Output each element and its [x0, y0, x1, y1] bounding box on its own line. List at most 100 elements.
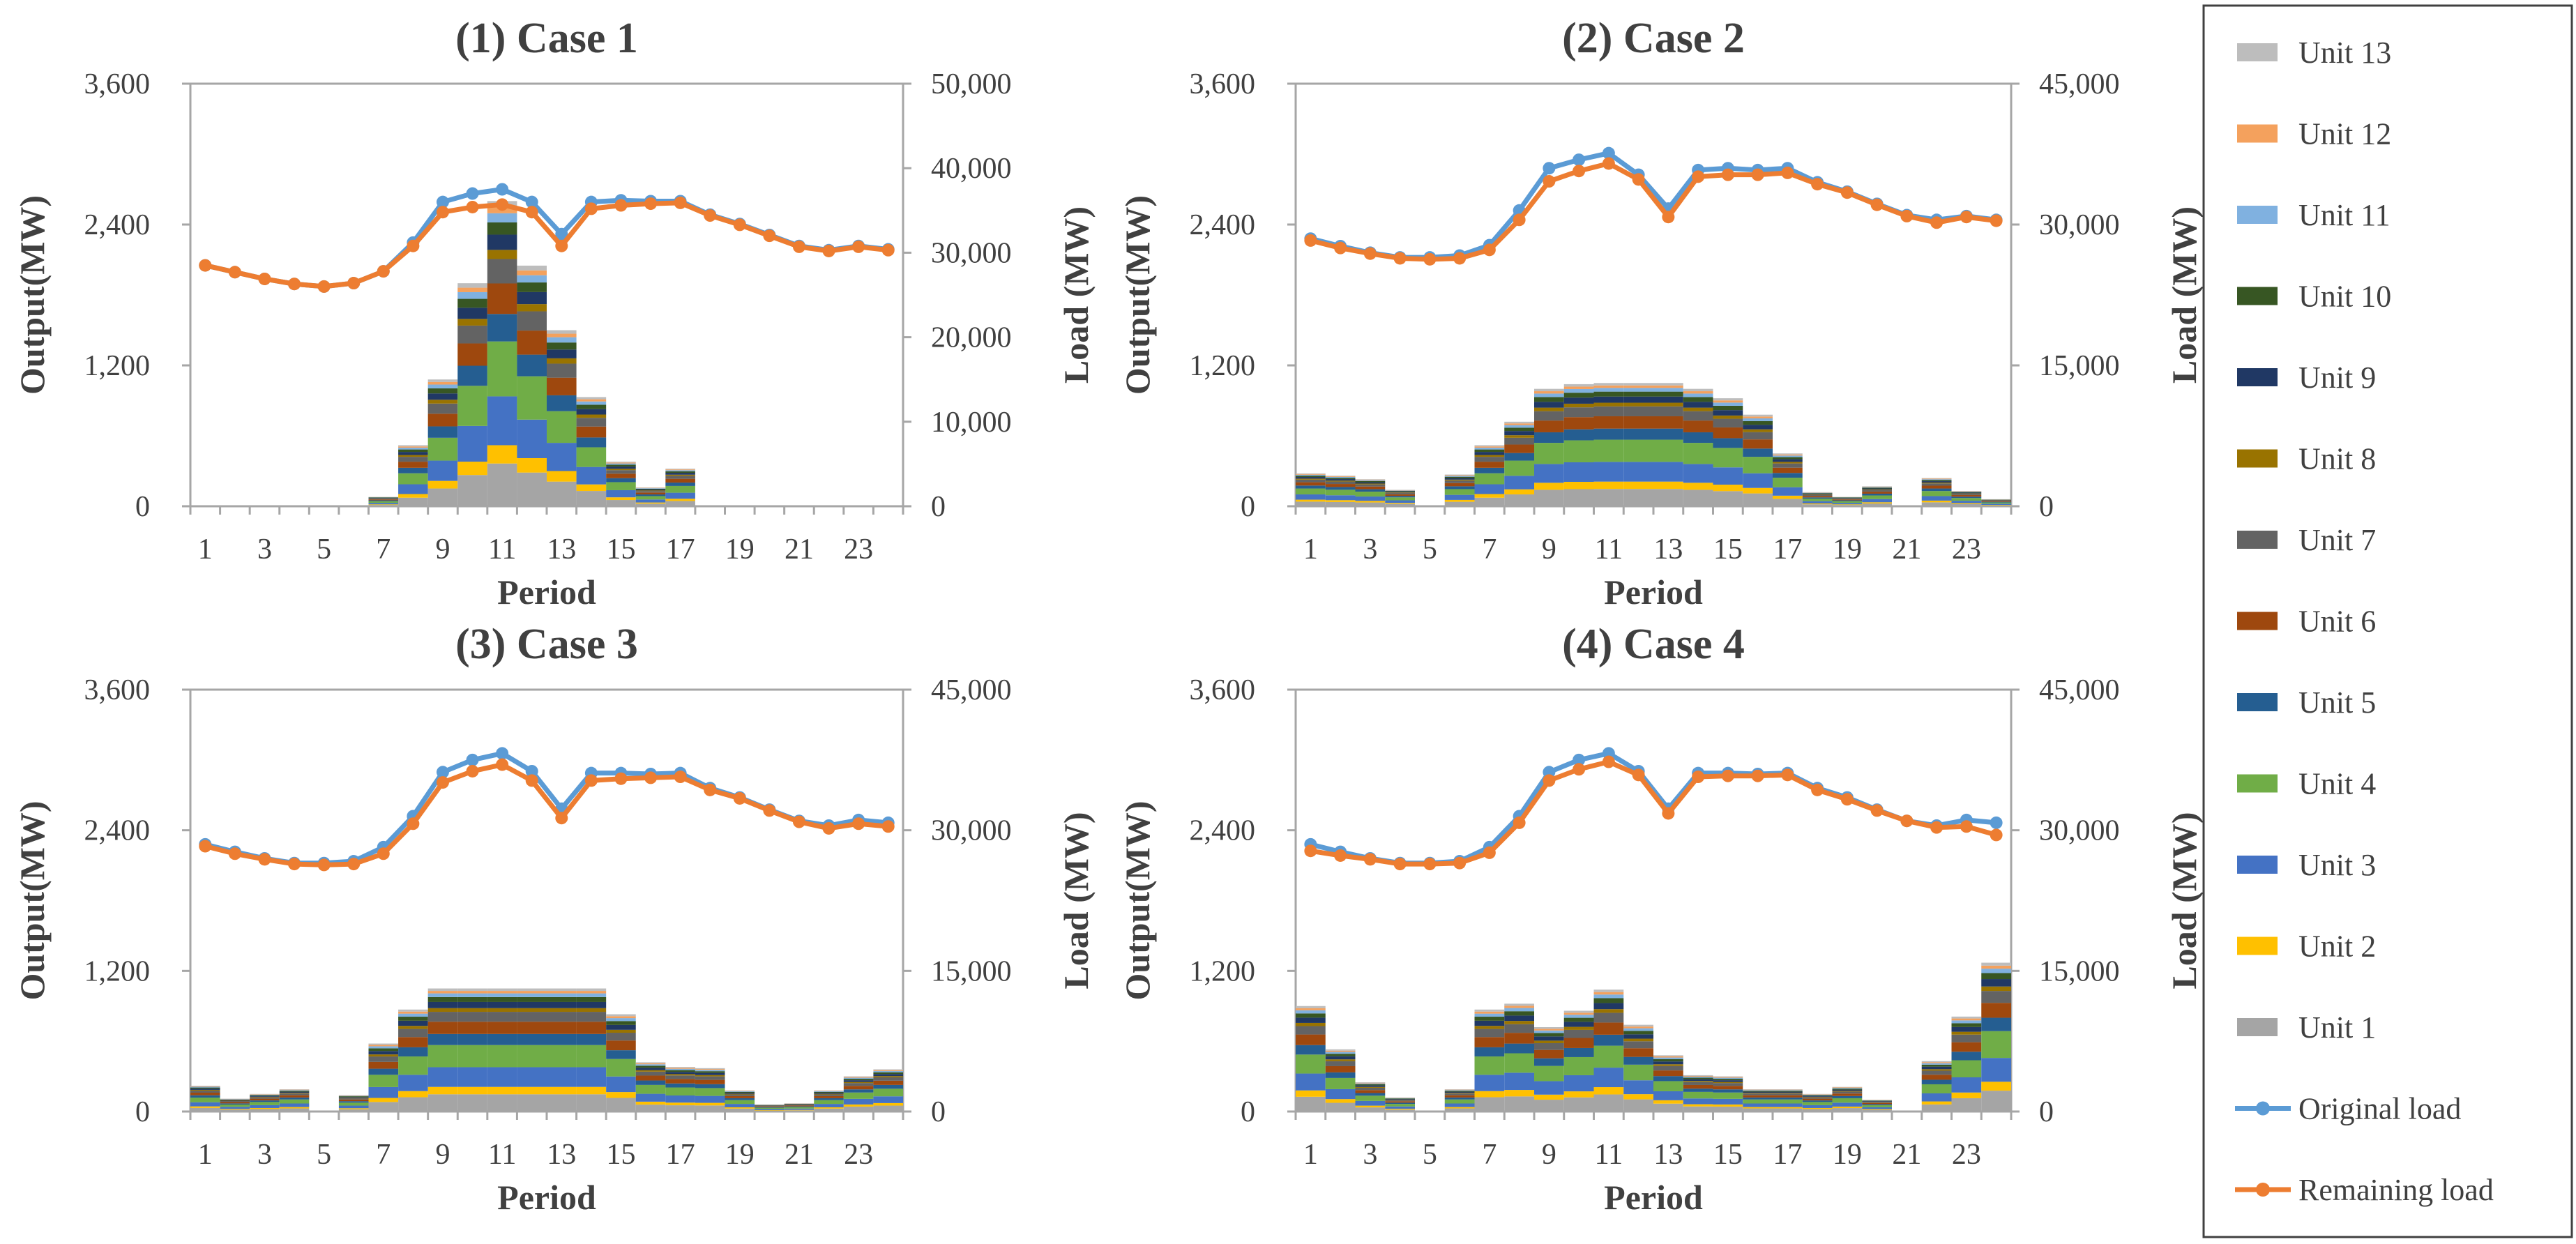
- bar-segment-unit-10: [1832, 1088, 1863, 1090]
- bar-segment-unit-10: [368, 497, 399, 499]
- bar-segment-unit-2: [1444, 499, 1475, 502]
- bar-segment-unit-9: [1832, 1089, 1863, 1091]
- bar-segment-unit-1: [1444, 1108, 1475, 1112]
- bar-segment-unit-9: [665, 1072, 695, 1075]
- bar-segment-unit-13: [606, 1014, 636, 1017]
- bar-segment-unit-7: [457, 1012, 487, 1022]
- bar-segment-unit-10: [1951, 492, 1982, 493]
- bar-segment-unit-7: [1773, 1093, 1803, 1095]
- bar-segment-unit-11: [1444, 1090, 1475, 1091]
- bar-segment-unit-12: [427, 991, 458, 994]
- bar-segment-unit-10: [606, 1021, 636, 1025]
- bar-segment-unit-8: [1623, 1038, 1653, 1042]
- bar-segment-unit-13: [398, 1009, 428, 1012]
- bar-segment-unit-2: [457, 1086, 487, 1095]
- bar-segment-unit-13: [635, 1062, 666, 1063]
- bar-segment-unit-12: [457, 991, 487, 994]
- x-tick-label: 1: [198, 533, 213, 566]
- bar-segment-unit-1: [517, 1094, 547, 1112]
- bar-segment-unit-7: [1385, 492, 1415, 494]
- bar-segment-unit-7: [547, 1012, 577, 1022]
- bar-segment-unit-11: [368, 1046, 399, 1049]
- bar-segment-unit-1: [1563, 1097, 1594, 1112]
- bar-segment-unit-12: [1593, 992, 1624, 995]
- bar-segment-unit-6: [843, 1086, 874, 1090]
- bar-segment-unit-10: [427, 388, 458, 394]
- remaining-load-point: [881, 243, 895, 257]
- y2-tick-label: 0: [2039, 1096, 2054, 1128]
- bar-segment-unit-1: [1862, 503, 1892, 506]
- bar-segment-unit-3: [1713, 1098, 1743, 1105]
- bar-segment-unit-4: [1773, 478, 1803, 487]
- y2-axis-label: Load (MW): [2165, 812, 2204, 989]
- remaining-load-point: [436, 206, 449, 219]
- bar-segment-unit-11: [665, 1068, 695, 1070]
- bar-segment-unit-13: [1653, 1055, 1683, 1056]
- bar-segment-unit-1: [1444, 501, 1475, 506]
- legend-label: Unit 6: [2298, 605, 2376, 639]
- bar-segment-unit-9: [250, 1095, 280, 1097]
- bar-segment-unit-4: [1921, 1084, 1952, 1093]
- bar-segment-unit-8: [220, 1100, 250, 1102]
- original-load-point: [436, 766, 449, 779]
- bar-segment-unit-10: [398, 449, 428, 453]
- remaining-load-point: [644, 771, 658, 784]
- y2-tick-label: 45,000: [2039, 674, 2120, 706]
- bar-segment-unit-10: [635, 488, 666, 490]
- remaining-load-point: [1363, 247, 1377, 260]
- bar-segment-unit-7: [873, 1077, 903, 1081]
- bar-segment-unit-11: [1325, 476, 1356, 478]
- bar-segment-unit-13: [1862, 486, 1892, 487]
- y-tick-label: 0: [135, 1096, 150, 1128]
- bar-segment-unit-11: [457, 993, 487, 997]
- bar-segment-unit-11: [1325, 1052, 1356, 1054]
- bar-segment-unit-3: [427, 1067, 458, 1087]
- remaining-load-point: [258, 272, 271, 285]
- bar-segment-unit-7: [279, 1093, 310, 1095]
- bar-segment-unit-5: [547, 395, 577, 411]
- bar-segment-unit-4: [1862, 495, 1892, 499]
- bar-segment-unit-5: [1653, 428, 1683, 440]
- bar-segment-unit-7: [1385, 1100, 1415, 1102]
- bar-segment-unit-8: [190, 1089, 220, 1091]
- bar-segment-unit-1: [1325, 501, 1356, 506]
- bar-segment-unit-13: [1474, 445, 1505, 447]
- bar-segment-unit-3: [1296, 494, 1326, 500]
- bar-segment-unit-1: [338, 1109, 369, 1112]
- bar-segment-unit-5: [427, 1033, 458, 1045]
- bar-segment-unit-13: [1743, 1089, 1773, 1090]
- bar-segment-unit-12: [1773, 454, 1803, 456]
- bar-segment-unit-1: [1653, 489, 1683, 506]
- remaining-load-point: [199, 840, 212, 853]
- bar-segment-unit-8: [517, 304, 547, 312]
- bar-segment-unit-6: [1683, 420, 1713, 432]
- bar-segment-unit-12: [1296, 473, 1326, 475]
- y-tick-label: 0: [135, 491, 150, 523]
- remaining-load-point: [1632, 768, 1645, 782]
- x-tick-label: 15: [606, 533, 635, 566]
- bar-segment-unit-7: [1563, 1029, 1594, 1038]
- bar-segment-unit-6: [1534, 420, 1564, 432]
- bar-segment-unit-5: [695, 1084, 725, 1088]
- legend-item: Remaining load: [2235, 1173, 2494, 1207]
- bar-segment-unit-3: [338, 1105, 369, 1109]
- bar-segment-unit-8: [814, 1093, 844, 1095]
- legend-swatch: [2237, 1018, 2278, 1036]
- bar-segment-unit-1: [547, 1094, 577, 1112]
- bar-segment-unit-4: [250, 1102, 280, 1105]
- bar-segment-unit-12: [398, 446, 428, 448]
- bar-segment-unit-8: [665, 474, 695, 476]
- bar-segment-unit-10: [1474, 449, 1505, 453]
- bar-segment-unit-9: [1713, 410, 1743, 416]
- y2-tick-label: 50,000: [931, 68, 1012, 100]
- bar-segment-unit-6: [1832, 1093, 1863, 1096]
- bar-segment-unit-3: [1385, 1106, 1415, 1109]
- bar-segment-unit-9: [1713, 1080, 1743, 1082]
- bar-segment-unit-1: [1743, 1108, 1773, 1112]
- bar-segment-unit-13: [547, 330, 577, 334]
- bar-segment-unit-11: [1981, 969, 2011, 973]
- bar-segment-unit-3: [1593, 1068, 1624, 1088]
- bar-segment-unit-9: [1474, 452, 1505, 455]
- remaining-load-point: [852, 817, 865, 830]
- bar-segment-unit-1: [1683, 490, 1713, 506]
